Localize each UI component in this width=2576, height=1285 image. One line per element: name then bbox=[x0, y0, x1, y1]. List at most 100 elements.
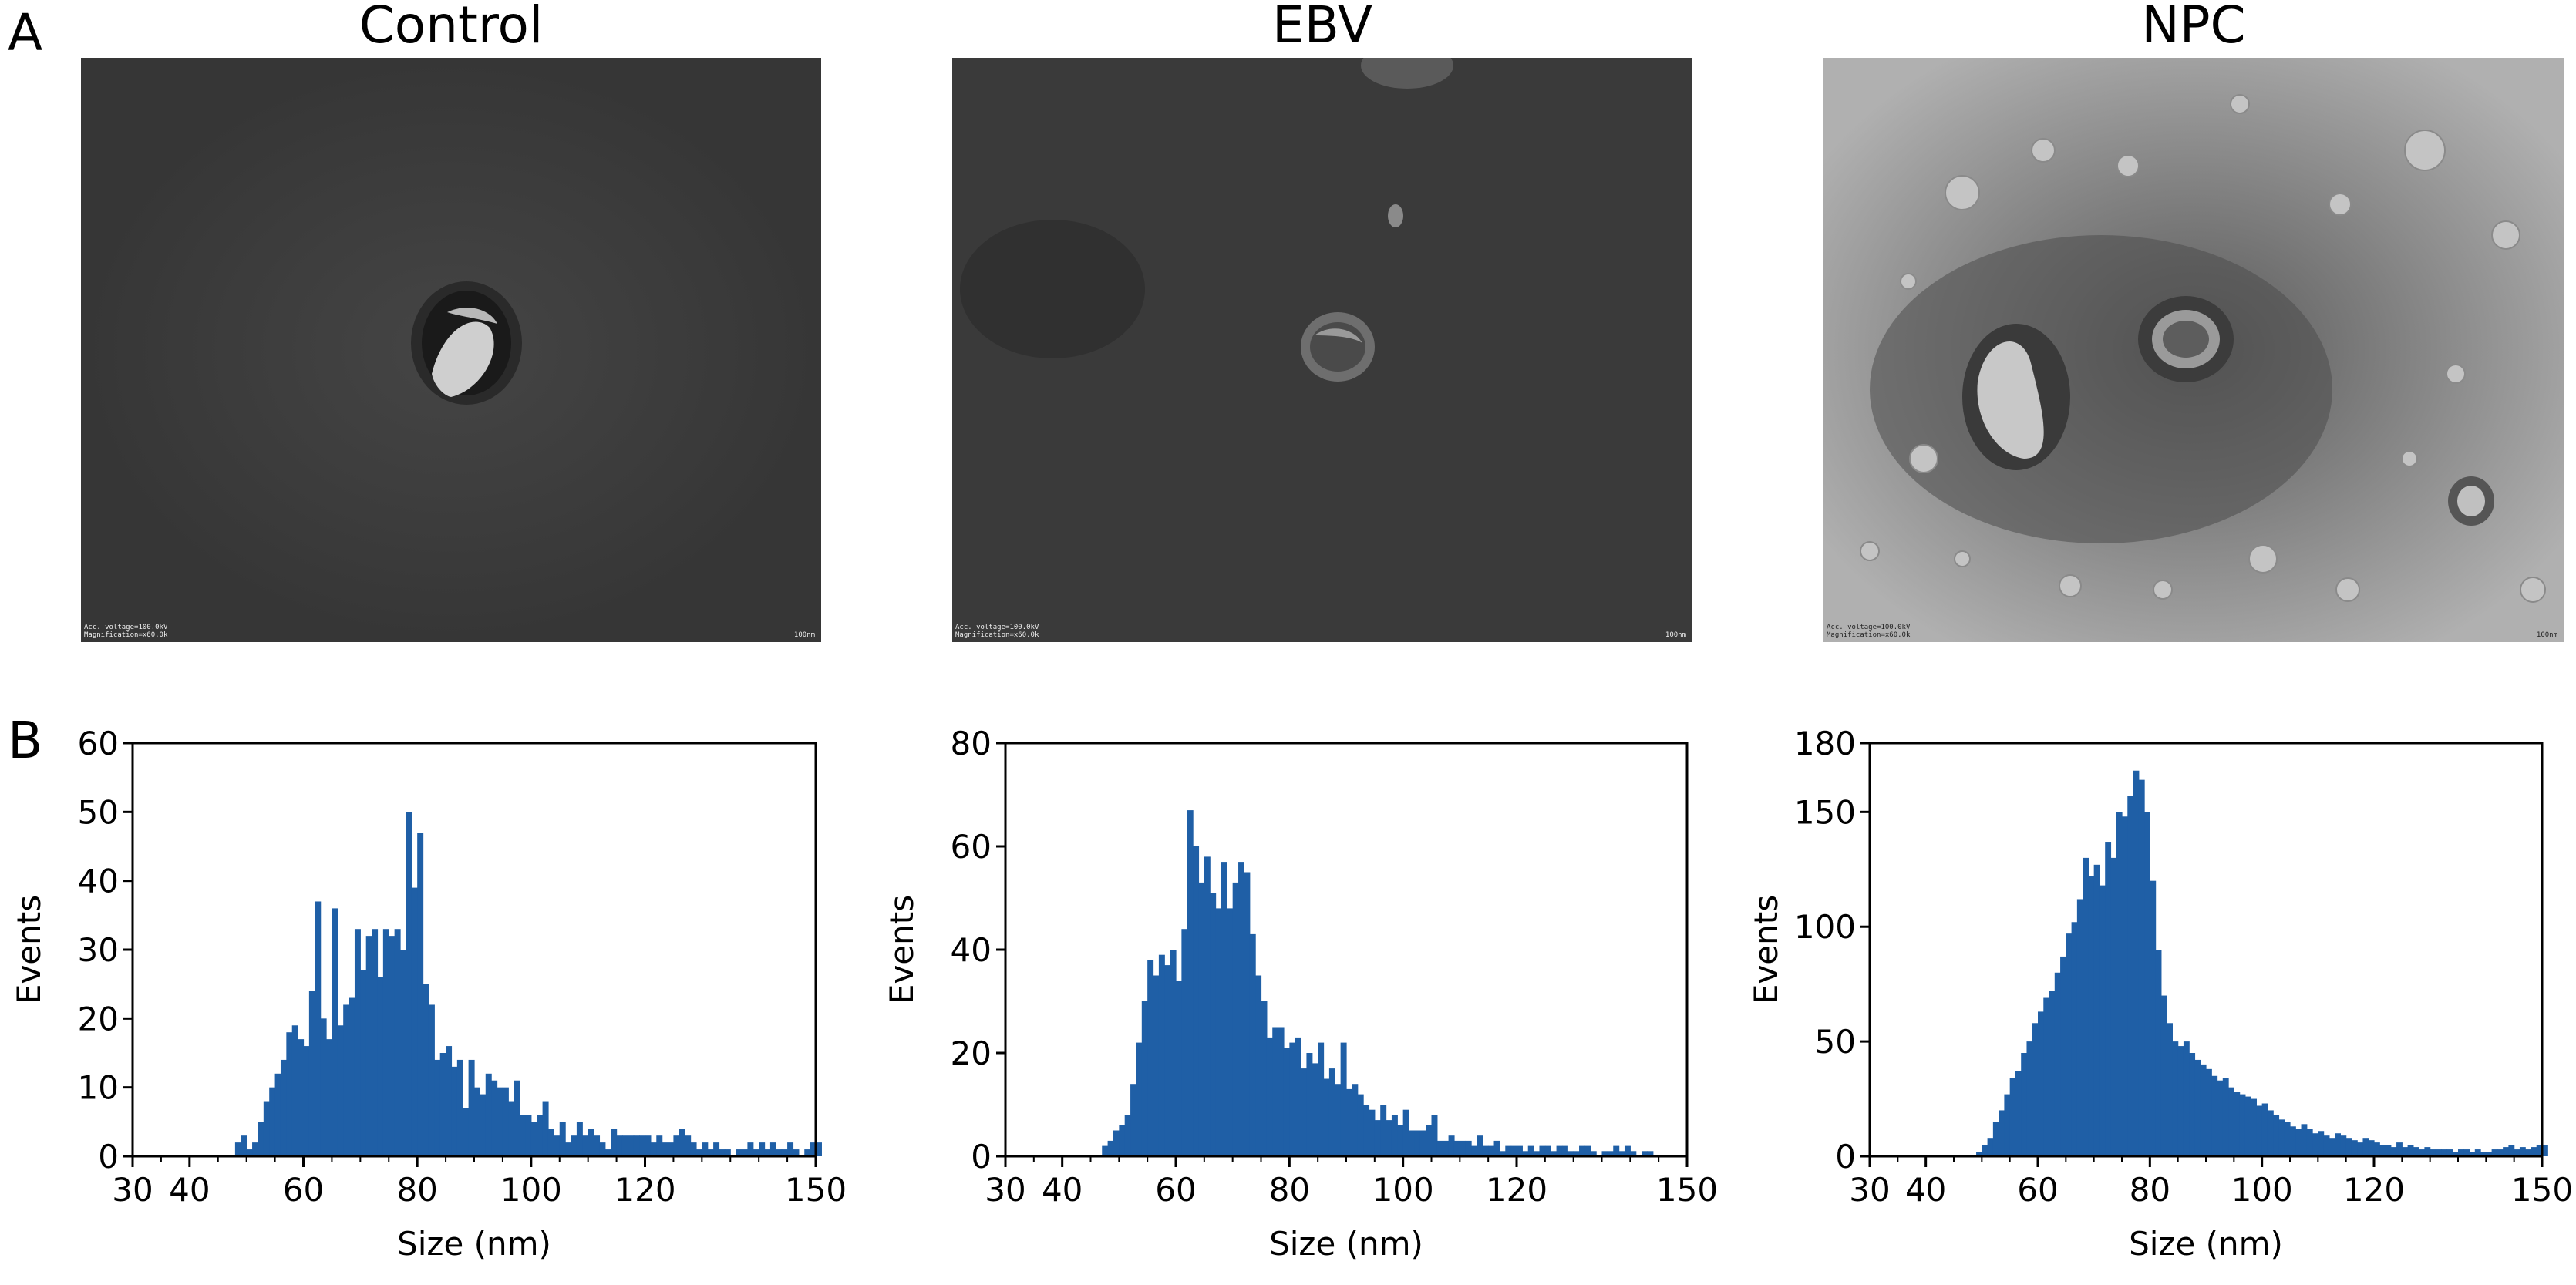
histogram-bar bbox=[446, 1046, 453, 1156]
histogram-bar bbox=[1119, 1125, 1126, 1156]
x-tick-label: 40 bbox=[1905, 1171, 1946, 1209]
histogram-bar bbox=[1539, 1145, 1546, 1156]
histogram-bar bbox=[332, 908, 338, 1156]
histogram-bar bbox=[1238, 862, 1244, 1156]
histogram-bar bbox=[2435, 1149, 2442, 1156]
histogram-bar bbox=[1601, 1151, 1608, 1156]
histogram-bar bbox=[690, 1142, 697, 1156]
histogram-bar bbox=[1374, 1120, 1381, 1156]
histogram-bar bbox=[2474, 1149, 2481, 1156]
histogram-bar bbox=[1409, 1130, 1415, 1156]
histogram-bar bbox=[776, 1149, 783, 1156]
histogram-bar bbox=[1232, 882, 1239, 1156]
histogram-bar bbox=[1510, 1145, 1517, 1156]
histogram-bar bbox=[1335, 1084, 1342, 1156]
y-tick-label: 30 bbox=[78, 931, 119, 969]
histogram-bar bbox=[2267, 1110, 2274, 1156]
y-tick-label: 40 bbox=[951, 931, 992, 969]
y-tick-label: 150 bbox=[1794, 793, 1856, 831]
histogram-bar bbox=[604, 1149, 611, 1156]
x-tick-label: 40 bbox=[1042, 1171, 1083, 1209]
histogram-bar bbox=[2066, 933, 2073, 1156]
histogram-bar bbox=[308, 991, 315, 1156]
x-tick-label: 150 bbox=[1656, 1171, 1718, 1209]
histogram-bar bbox=[468, 1059, 475, 1156]
histogram-bar bbox=[2463, 1149, 2470, 1156]
histogram-bar bbox=[2244, 1096, 2251, 1156]
histogram-bar bbox=[463, 1108, 470, 1156]
histogram-bar bbox=[2256, 1105, 2263, 1156]
tem-caption-magnification: Magnification=x60.0k bbox=[1827, 631, 1911, 639]
histogram-bar bbox=[2379, 1145, 2386, 1156]
histogram-bar bbox=[2407, 1145, 2414, 1156]
histogram-bar bbox=[1982, 1145, 1988, 1156]
histogram-bar bbox=[2306, 1129, 2313, 1156]
histogram-bar bbox=[1551, 1151, 1557, 1156]
histogram-bar bbox=[2503, 1147, 2509, 1156]
histogram-bar bbox=[2088, 876, 2095, 1156]
histogram-bar bbox=[668, 1142, 675, 1156]
histogram-bar bbox=[582, 1135, 589, 1156]
histogram-bar bbox=[759, 1142, 766, 1156]
histogram-bar bbox=[1431, 1115, 1438, 1156]
histogram-bar bbox=[2295, 1129, 2302, 1156]
histogram-bar bbox=[2189, 1053, 2196, 1156]
histogram-bar bbox=[1340, 1042, 1347, 1156]
histogram-bar bbox=[1181, 929, 1188, 1156]
histogram-bar bbox=[1544, 1145, 1551, 1156]
histogram-bar bbox=[360, 970, 367, 1156]
histogram-bar bbox=[537, 1115, 544, 1156]
histogram-bar bbox=[2150, 880, 2157, 1156]
x-tick-label: 60 bbox=[2017, 1171, 2058, 1209]
histogram-bar bbox=[2127, 796, 2134, 1156]
histogram-bar bbox=[656, 1135, 663, 1156]
histogram-bar bbox=[1453, 1140, 1460, 1156]
histogram-bar bbox=[2217, 1080, 2224, 1156]
histogram-bar bbox=[1346, 1088, 1352, 1156]
histogram-bar bbox=[2514, 1149, 2520, 1156]
histogram-bar bbox=[451, 1066, 458, 1156]
x-tick-label: 30 bbox=[1849, 1171, 1890, 1209]
histogram-bar bbox=[1419, 1130, 1426, 1156]
histogram-bar bbox=[2531, 1147, 2537, 1156]
y-axis-label: Events bbox=[10, 895, 48, 1004]
tem-title-npc: NPC bbox=[2141, 0, 2246, 55]
histogram-bar bbox=[2105, 842, 2112, 1156]
x-tick-label: 100 bbox=[1372, 1171, 1434, 1209]
tem-title-control: Control bbox=[359, 0, 544, 55]
histogram-bar bbox=[320, 1018, 327, 1156]
histogram-bar bbox=[1426, 1125, 1433, 1156]
histogram-bar bbox=[2446, 1149, 2453, 1156]
histogram-bar bbox=[382, 929, 389, 1156]
x-tick-label: 150 bbox=[785, 1171, 847, 1209]
histogram-bar bbox=[2362, 1138, 2369, 1156]
histogram-bar bbox=[337, 1025, 344, 1156]
histogram-bar bbox=[1323, 1078, 1330, 1156]
histogram-bar bbox=[1391, 1115, 1398, 1156]
histogram-bar bbox=[1618, 1151, 1625, 1156]
histogram-bar bbox=[2110, 857, 2117, 1156]
histogram-bar bbox=[2222, 1078, 2229, 1156]
histogram-bar bbox=[1244, 872, 1251, 1156]
histogram-bar bbox=[406, 812, 412, 1156]
histogram-bar bbox=[719, 1149, 726, 1156]
histogram-bar bbox=[1448, 1135, 1455, 1156]
histogram-bar bbox=[1436, 1140, 1443, 1156]
histogram-bar bbox=[2469, 1152, 2476, 1156]
histogram-bar bbox=[1130, 1084, 1137, 1156]
histogram-bar bbox=[1124, 1115, 1131, 1156]
histogram-bar bbox=[2486, 1152, 2493, 1156]
histogram-bar bbox=[1164, 965, 1171, 1156]
y-tick-label: 10 bbox=[78, 1069, 119, 1107]
histogram-bar bbox=[400, 950, 406, 1156]
histogram-bar bbox=[1397, 1125, 1404, 1156]
histogram-bar bbox=[2329, 1138, 2335, 1156]
histogram-bar bbox=[411, 887, 418, 1156]
histogram-bar bbox=[274, 1073, 281, 1156]
histogram-bar bbox=[565, 1142, 572, 1156]
tem-caption-voltage: Acc. voltage=100.0kV bbox=[84, 624, 168, 631]
histogram-bar bbox=[2038, 1011, 2044, 1156]
histogram-bar bbox=[639, 1135, 646, 1156]
y-tick-label: 100 bbox=[1794, 908, 1856, 946]
histogram-bar bbox=[793, 1149, 800, 1156]
